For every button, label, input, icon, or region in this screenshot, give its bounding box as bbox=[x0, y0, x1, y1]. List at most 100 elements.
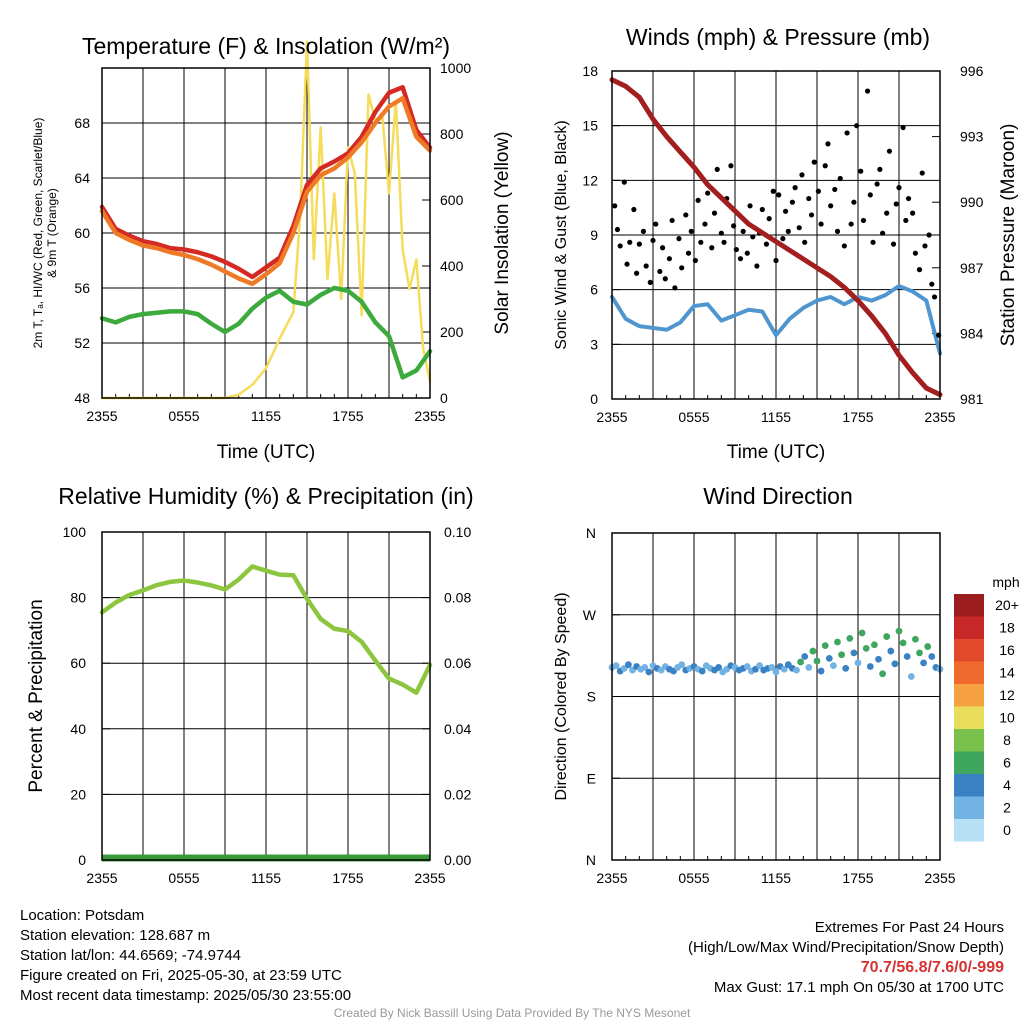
y-tick-label-0-0: 48 bbox=[74, 390, 90, 406]
gust-point-29 bbox=[705, 190, 711, 196]
direction-point-54 bbox=[830, 662, 837, 670]
legend-title: mph bbox=[992, 574, 1019, 590]
x-tick-label-0-0: 2355 bbox=[86, 408, 117, 424]
y-tick-label-3-0: N bbox=[586, 852, 596, 868]
x-tick-label-2-4: 2355 bbox=[414, 870, 445, 886]
direction-point-72 bbox=[903, 653, 911, 660]
direction-point-66 bbox=[879, 670, 886, 678]
gust-point-22 bbox=[683, 212, 689, 218]
y-tick-label-1-0: 0 bbox=[590, 391, 598, 407]
gust-point-19 bbox=[672, 285, 678, 291]
gust-point-95 bbox=[919, 170, 925, 176]
gust-point-74 bbox=[851, 199, 857, 205]
gust-point-89 bbox=[900, 124, 906, 131]
gust-point-80 bbox=[870, 239, 876, 245]
gust-point-42 bbox=[747, 203, 753, 209]
y-axis-label-0b: & 9m T (Orange) bbox=[45, 188, 59, 278]
gust-point-68 bbox=[832, 186, 838, 193]
y2-tick-label-1-3: 990 bbox=[960, 194, 984, 210]
gust-point-71 bbox=[841, 243, 847, 249]
legend-label-1: 18 bbox=[999, 620, 1015, 636]
gust-point-59 bbox=[802, 239, 808, 245]
gust-point-49 bbox=[770, 188, 776, 194]
chart-title-0: Temperature (F) & Insolation (W/m²) bbox=[82, 33, 450, 59]
direction-point-53 bbox=[825, 654, 833, 662]
gust-point-56 bbox=[792, 185, 798, 191]
extremes-subtitle: (High/Low/Max Wind/Precipitation/Snow De… bbox=[688, 939, 1004, 956]
y2-tick-label-2-1: 0.02 bbox=[444, 786, 471, 802]
direction-point-36 bbox=[756, 662, 763, 670]
y-tick-label-0-3: 60 bbox=[74, 225, 90, 241]
station-latlon: Station lat/lon: 44.6569; -74.9744 bbox=[20, 947, 242, 964]
x-tick-label-2-0: 2355 bbox=[86, 870, 117, 886]
y-axis-label-3: Direction (Colored By Speed) bbox=[553, 592, 570, 800]
direction-point-51 bbox=[817, 667, 825, 675]
y-tick-label-1-6: 18 bbox=[582, 63, 598, 79]
series-line-wind bbox=[610, 284, 942, 356]
gust-point-6 bbox=[631, 206, 637, 213]
y-tick-label-2-2: 40 bbox=[70, 721, 86, 737]
gust-point-38 bbox=[733, 246, 739, 253]
gust-point-41 bbox=[744, 250, 750, 256]
y2-tick-label-1-1: 984 bbox=[960, 325, 984, 341]
gust-point-92 bbox=[910, 210, 916, 216]
direction-point-71 bbox=[899, 639, 907, 647]
x-tick-label-0-3: 1755 bbox=[332, 408, 363, 424]
gust-point-43 bbox=[750, 234, 756, 240]
direction-point-42 bbox=[780, 665, 788, 673]
y-tick-label-0-1: 52 bbox=[74, 335, 90, 351]
gust-point-4 bbox=[624, 261, 630, 267]
credit-line: Created By Nick Bassill Using Data Provi… bbox=[333, 1006, 691, 1020]
gust-point-70 bbox=[837, 175, 843, 182]
direction-point-61 bbox=[858, 629, 866, 637]
chart-title-1: Winds (mph) & Pressure (mb) bbox=[626, 24, 930, 50]
gust-point-55 bbox=[789, 199, 796, 205]
gust-point-99 bbox=[931, 294, 938, 300]
direction-point-48 bbox=[805, 664, 813, 671]
gust-point-2 bbox=[617, 243, 623, 249]
y2-tick-label-2-5: 0.10 bbox=[444, 524, 471, 540]
gust-point-75 bbox=[854, 123, 860, 129]
direction-point-47 bbox=[801, 653, 809, 660]
legend-label-7: 6 bbox=[1003, 755, 1011, 771]
gust-point-90 bbox=[903, 217, 909, 224]
gust-point-76 bbox=[858, 168, 864, 174]
legend-label-9: 2 bbox=[1003, 800, 1011, 816]
direction-point-9 bbox=[645, 668, 653, 676]
plot-frame-2 bbox=[101, 531, 431, 861]
gust-point-84 bbox=[884, 210, 890, 216]
gust-point-52 bbox=[780, 236, 786, 242]
y-tick-label-1-5: 15 bbox=[582, 118, 598, 134]
gust-point-7 bbox=[634, 270, 640, 276]
direction-point-68 bbox=[887, 647, 895, 655]
direction-point-39 bbox=[768, 664, 776, 671]
legend-swatch-8 bbox=[954, 774, 984, 797]
gust-point-33 bbox=[718, 230, 724, 236]
station-elevation: Station elevation: 128.687 m bbox=[20, 927, 211, 944]
gust-point-50 bbox=[773, 257, 779, 264]
y-tick-label-1-4: 12 bbox=[582, 172, 598, 188]
x-tick-label-0-4: 2355 bbox=[414, 408, 445, 424]
series-line-0-0 bbox=[99, 85, 433, 280]
gust-point-48 bbox=[766, 216, 772, 222]
gust-point-87 bbox=[893, 201, 899, 207]
y-axis-label-0a: 2m T, Tₐ, HI/WC (Red, Green, Scarlet/Blu… bbox=[31, 118, 45, 349]
gust-point-72 bbox=[844, 130, 850, 136]
gust-point-51 bbox=[776, 192, 782, 198]
gust-point-63 bbox=[815, 188, 821, 194]
gust-point-79 bbox=[867, 192, 873, 198]
gust-point-36 bbox=[728, 163, 734, 169]
gust-point-27 bbox=[698, 239, 704, 245]
direction-point-33 bbox=[743, 663, 751, 670]
y2-tick-label-1-5: 996 bbox=[960, 63, 984, 79]
y2-tick-label-1-4: 993 bbox=[960, 129, 984, 145]
x-tick-label-3-3: 1755 bbox=[842, 870, 873, 886]
max-gust: Max Gust: 17.1 mph On 05/30 at 1700 UTC bbox=[713, 979, 1004, 996]
gust-point-16 bbox=[662, 276, 668, 282]
direction-point-77 bbox=[924, 643, 932, 650]
direction-point-57 bbox=[842, 664, 850, 672]
gust-point-44 bbox=[754, 263, 760, 269]
extremes-values: 70.7/56.8/7.6/0/-999 bbox=[860, 959, 1004, 976]
x-axis-label-1: Time (UTC) bbox=[727, 442, 826, 463]
